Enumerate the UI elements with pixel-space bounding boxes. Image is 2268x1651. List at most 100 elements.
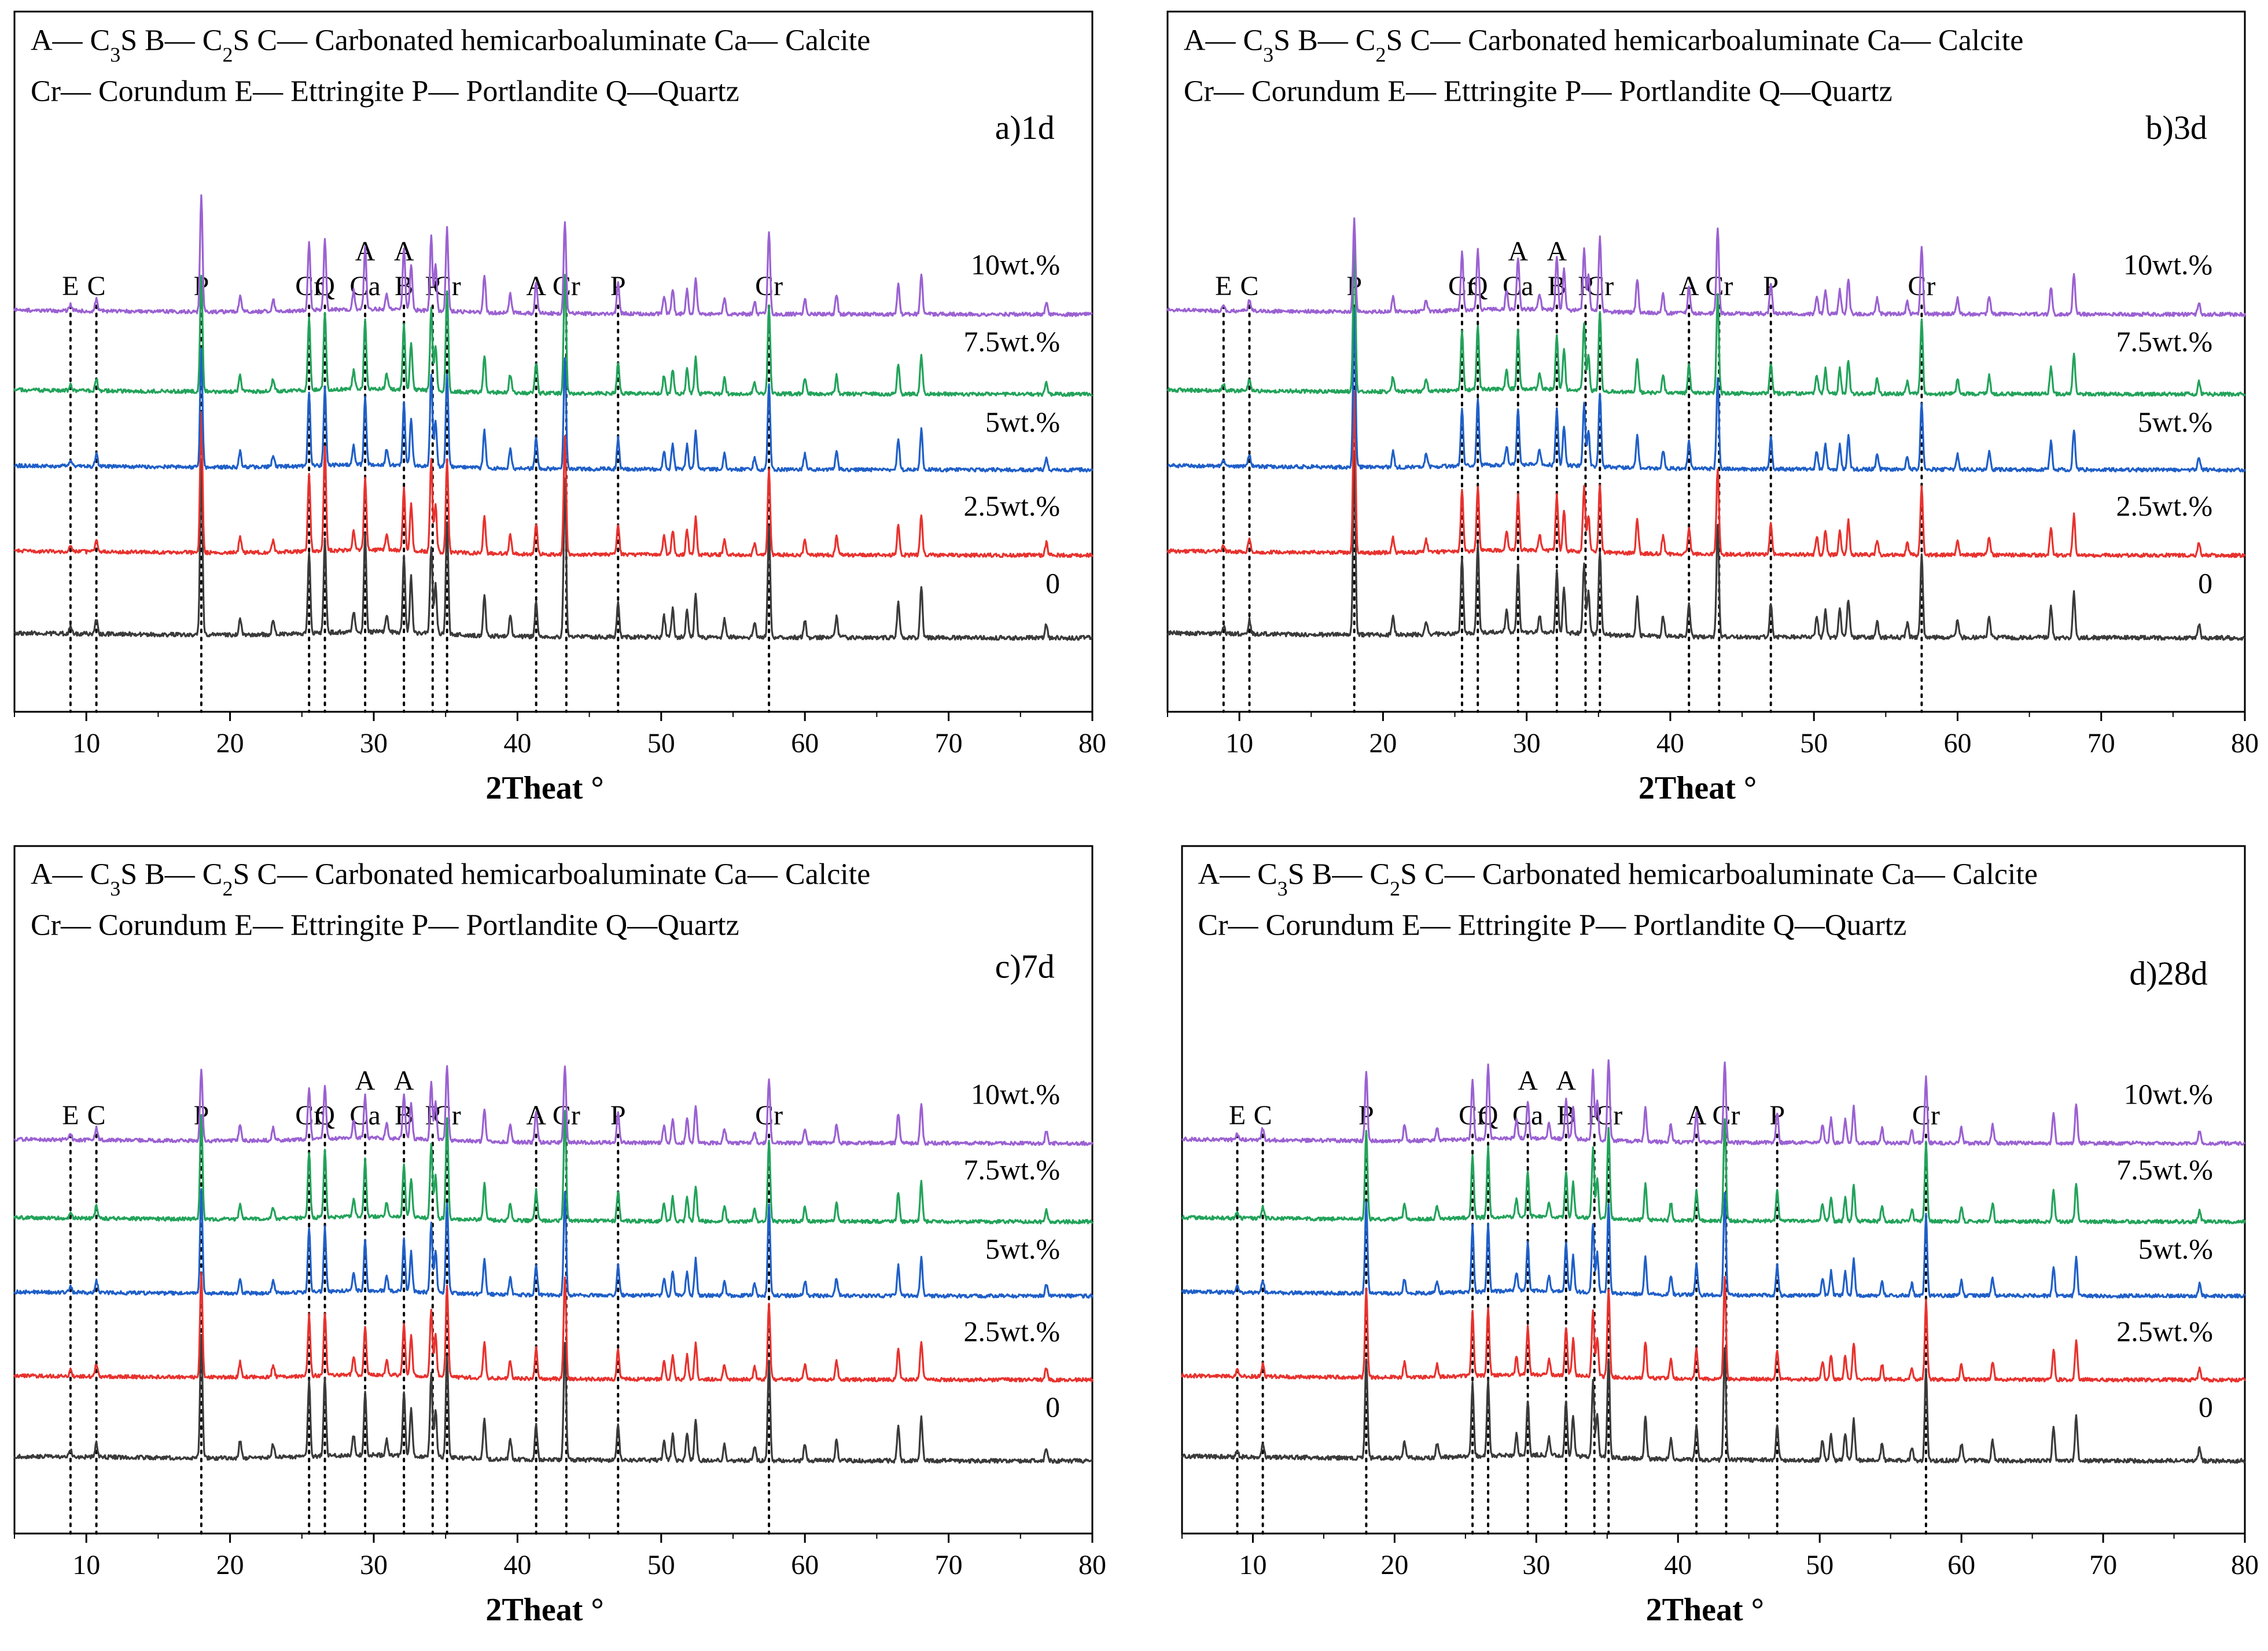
pattern-line-0 xyxy=(1166,451,2245,641)
x-tick-label: 20 xyxy=(1369,728,1397,759)
x-tick-label: 40 xyxy=(503,728,531,759)
pattern-line-5wt.% xyxy=(13,1188,1094,1299)
x-tick-label: 80 xyxy=(2231,728,2259,759)
phase-marker-label: Cr xyxy=(1459,1100,1486,1131)
series-label: 5wt.% xyxy=(2138,1233,2213,1265)
series-label: 2.5wt.% xyxy=(2116,1315,2213,1347)
legend-segment: A— C xyxy=(31,858,110,891)
panel-title: a)1d xyxy=(995,109,1055,146)
pattern-line-2.5wt.% xyxy=(1166,390,2246,558)
legend-segment: S C— Carbonated hemicarboaluminate Ca— C… xyxy=(233,858,870,891)
series-label: 7.5wt.% xyxy=(963,1153,1060,1186)
legend-line-1: A— C3S B— C2S C— Carbonated hemicarboalu… xyxy=(31,858,870,900)
x-tick-label: 40 xyxy=(1664,1550,1692,1580)
phase-marker-label: Cr xyxy=(755,271,783,301)
x-tick-label: 10 xyxy=(1225,728,1253,759)
phase-marker-label: Cr xyxy=(1908,271,1935,301)
phase-marker-label: Cr xyxy=(1912,1100,1940,1131)
x-tick-label: 50 xyxy=(647,728,675,759)
series-label: 7.5wt.% xyxy=(2116,1153,2213,1186)
x-tick-label: 50 xyxy=(1806,1550,1833,1580)
x-tick-label: 70 xyxy=(2087,728,2115,759)
phase-marker-label: C xyxy=(87,271,106,301)
series-label: 2.5wt.% xyxy=(963,1315,1060,1347)
x-tick-label: 20 xyxy=(216,1550,244,1580)
series-label: 2.5wt.% xyxy=(2116,490,2212,522)
series-label: 10wt.% xyxy=(2124,1078,2213,1111)
legend-segment: A— C xyxy=(1198,858,1277,891)
pattern-line-7.5wt.% xyxy=(1166,237,2246,397)
legend-segment: S B— C xyxy=(1288,858,1390,891)
series-label: 7.5wt.% xyxy=(2116,325,2212,358)
x-axis-title: 2Theat ° xyxy=(1646,1592,1764,1628)
plot-frame xyxy=(13,845,1094,1535)
pattern-line-7.5wt.% xyxy=(1181,1118,2246,1225)
phase-marker-label: A xyxy=(1556,1065,1576,1096)
pattern-line-5wt.% xyxy=(1181,1192,2246,1299)
chart-panel-c: A— C3S B— C2S C— Carbonated hemicarboalu… xyxy=(13,845,1106,1628)
chart-panel-a: A— C3S B— C2S C— Carbonated hemicarboalu… xyxy=(13,10,1106,806)
legend-segment: S C— Carbonated hemicarboaluminate Ca— C… xyxy=(233,24,870,57)
pattern-line-2.5wt.% xyxy=(14,411,1094,558)
series-label: 2.5wt.% xyxy=(963,490,1060,522)
phase-marker-label: A xyxy=(355,1065,375,1096)
chart-panel-d: A— C3S B— C2S C— Carbonated hemicarboalu… xyxy=(1181,845,2259,1628)
phase-marker-label: E xyxy=(62,271,79,301)
legend-line-2: Cr— Corundum E— Ettringite P— Portlandit… xyxy=(31,75,739,108)
x-tick-label: 70 xyxy=(935,1550,963,1580)
x-tick-label: 30 xyxy=(1522,1550,1550,1580)
legend-segment: A— C xyxy=(1184,24,1263,57)
legend-line-2: Cr— Corundum E— Ettringite P— Portlandit… xyxy=(1198,909,1907,942)
series-label: 0 xyxy=(2199,1391,2213,1423)
x-tick-label: 80 xyxy=(2231,1550,2259,1580)
x-tick-label: 10 xyxy=(72,1550,100,1580)
legend-segment: S C— Carbonated hemicarboaluminate Ca— C… xyxy=(1400,858,2038,891)
x-tick-label: 40 xyxy=(503,1550,531,1580)
legend-subscript: 3 xyxy=(110,43,120,67)
x-tick-label: 10 xyxy=(1239,1550,1266,1580)
x-tick-label: 20 xyxy=(216,728,244,759)
pattern-line-7.5wt.% xyxy=(13,1109,1094,1225)
legend-segment: S B— C xyxy=(120,24,222,57)
pattern-line-10wt.% xyxy=(1181,1059,2245,1146)
pattern-line-10wt.% xyxy=(1166,217,2246,317)
x-axis-title: 2Theat ° xyxy=(485,770,603,806)
phase-marker-label: C xyxy=(1240,271,1259,301)
pattern-line-0 xyxy=(1181,1347,2246,1464)
legend-subscript: 2 xyxy=(222,877,233,900)
phase-marker-label: Cr xyxy=(1448,271,1476,301)
series-label: 0 xyxy=(1045,567,1060,599)
series-label: 10wt.% xyxy=(971,1078,1060,1111)
x-tick-label: 80 xyxy=(1078,728,1106,759)
pattern-line-5wt.% xyxy=(13,347,1094,473)
legend-subscript: 2 xyxy=(222,43,233,67)
legend-segment: A— C xyxy=(31,24,110,57)
pattern-line-2.5wt.% xyxy=(13,1271,1094,1382)
pattern-line-2.5wt.% xyxy=(1181,1275,2246,1383)
phase-marker-label: Cr xyxy=(755,1100,783,1131)
pattern-line-7.5wt.% xyxy=(13,274,1094,397)
x-tick-label: 50 xyxy=(647,1550,675,1580)
panel-title: c)7d xyxy=(995,948,1055,986)
legend-subscript: 3 xyxy=(1263,43,1273,67)
phase-marker-label: E xyxy=(1215,271,1232,301)
x-tick-label: 30 xyxy=(360,1550,388,1580)
x-tick-label: 60 xyxy=(791,1550,819,1580)
x-tick-label: 80 xyxy=(1078,1550,1106,1580)
legend-segment: S C— Carbonated hemicarboaluminate Ca— C… xyxy=(1386,24,2023,57)
series-label: 10wt.% xyxy=(971,248,1060,281)
legend-subscript: 3 xyxy=(110,877,120,900)
x-axis-title: 2Theat ° xyxy=(485,1592,603,1628)
x-tick-label: 50 xyxy=(1800,728,1828,759)
series-label: 0 xyxy=(2198,567,2212,599)
x-axis-title: 2Theat ° xyxy=(1639,770,1757,806)
phase-marker-label: Q xyxy=(315,271,335,301)
phase-marker-label: Q xyxy=(315,1100,335,1131)
pattern-line-0 xyxy=(13,458,1093,641)
x-tick-label: 70 xyxy=(2089,1550,2117,1580)
phase-marker-label: Q xyxy=(1468,271,1488,301)
chart-panel-b: A— C3S B— C2S C— Carbonated hemicarboalu… xyxy=(1166,10,2259,806)
phase-marker-label: A xyxy=(394,1065,414,1096)
